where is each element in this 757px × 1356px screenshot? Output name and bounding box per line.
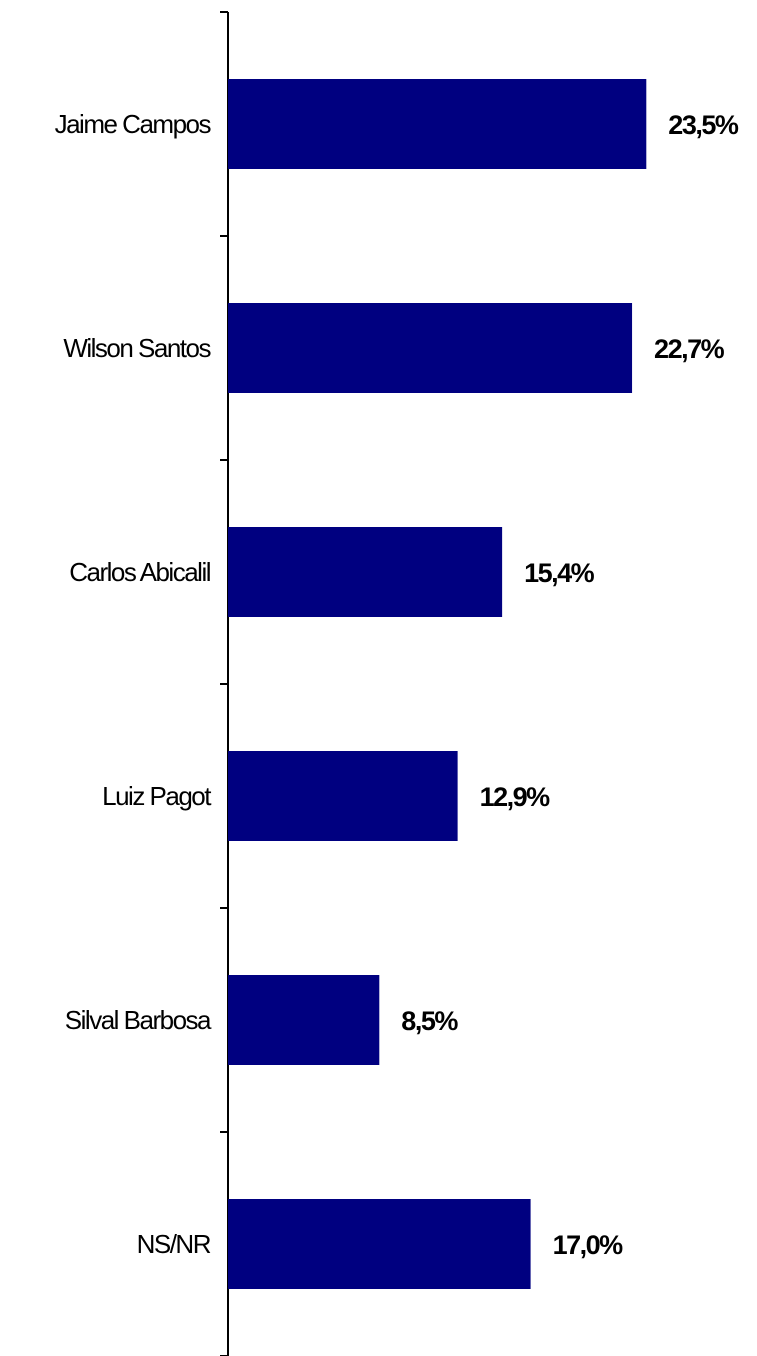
category-label: Carlos Abicalil <box>69 557 211 587</box>
value-labels: 23,5% 22,7% 15,4% 12,9% 8,5% 17,0% <box>401 110 740 1260</box>
bar <box>228 527 503 617</box>
bar <box>228 303 633 393</box>
bar <box>228 79 647 169</box>
value-label: 8,5% <box>401 1006 458 1036</box>
axis-ticks <box>220 11 228 1356</box>
bar <box>228 751 458 841</box>
value-label: 22,7% <box>654 334 725 364</box>
bar <box>228 1199 531 1289</box>
category-label: Luiz Pagot <box>102 781 212 811</box>
category-label: Wilson Santos <box>63 333 211 363</box>
value-label: 12,9% <box>480 782 551 812</box>
value-label: 23,5% <box>668 110 739 140</box>
value-label: 15,4% <box>524 558 595 588</box>
bars <box>228 79 647 1289</box>
value-label: 17,0% <box>553 1230 624 1260</box>
category-labels: Jaime Campos Wilson Santos Carlos Abicalil… <box>55 109 214 1259</box>
category-label: Jaime Campos <box>55 109 212 139</box>
category-label: NS/NR <box>137 1229 211 1259</box>
category-label: Silval Barbosa <box>65 1005 212 1035</box>
bar <box>228 975 380 1065</box>
